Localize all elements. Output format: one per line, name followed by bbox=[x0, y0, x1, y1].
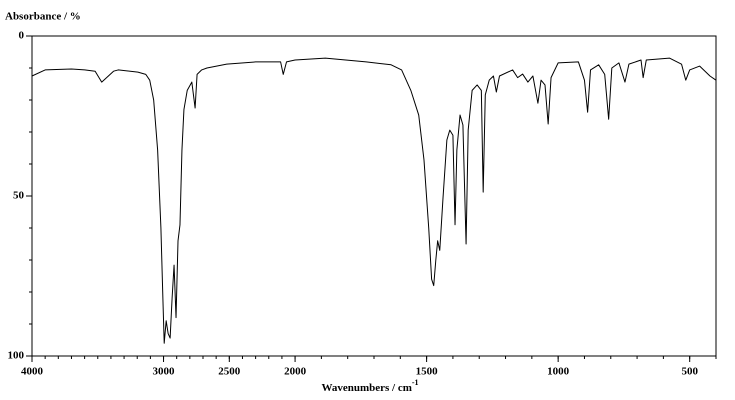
x-tick-label: 1500 bbox=[416, 366, 439, 378]
x-tick-label: 2500 bbox=[218, 366, 241, 378]
y-tick-label: 0 bbox=[19, 30, 25, 42]
x-tick-label: 3000 bbox=[153, 366, 176, 378]
x-tick-label: 2000 bbox=[284, 366, 307, 378]
x-tick-label: 500 bbox=[681, 366, 698, 378]
x-tick-label: 1000 bbox=[547, 366, 570, 378]
spectrum-line bbox=[31, 57, 717, 344]
x-tick-label: 4000 bbox=[21, 366, 44, 378]
x-axis-label-superscript: -1 bbox=[412, 378, 419, 387]
y-tick-label: 50 bbox=[13, 190, 25, 202]
x-axis-label: Wavenumbers / cm-1 bbox=[321, 378, 418, 394]
y-tick-label: 100 bbox=[8, 350, 25, 362]
y-axis-label: Absorbance / % bbox=[5, 11, 81, 23]
x-axis-label-main: Wavenumbers / cm bbox=[321, 382, 411, 394]
plot-frame bbox=[31, 35, 717, 357]
